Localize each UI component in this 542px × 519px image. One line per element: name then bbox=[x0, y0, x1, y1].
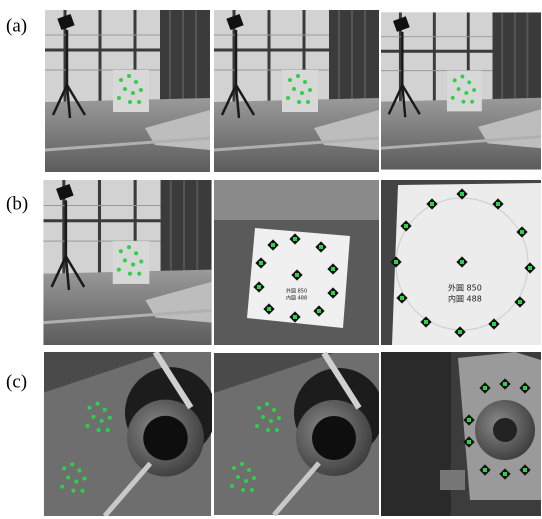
board-text: 内圆 488 bbox=[448, 294, 482, 304]
figure: (a) (b) (c) 外圆 850 内圆 488 外圆 850 内圆 488 bbox=[0, 0, 542, 519]
photo bbox=[381, 12, 541, 169]
board-text: 外圆 850 bbox=[286, 288, 307, 295]
photo bbox=[44, 352, 216, 516]
row-label: (c) bbox=[6, 371, 27, 392]
row-label: (b) bbox=[6, 193, 28, 214]
photo: 外圆 850 内圆 488 bbox=[381, 180, 541, 345]
photo bbox=[43, 180, 211, 345]
photo bbox=[214, 353, 384, 515]
row-label: (a) bbox=[6, 15, 27, 36]
board-text: 内圆 488 bbox=[286, 295, 307, 302]
photo bbox=[214, 10, 379, 172]
photo bbox=[45, 10, 210, 172]
board-text: 外圆 850 bbox=[448, 283, 482, 293]
photo bbox=[381, 352, 541, 516]
photo: 外圆 850 内圆 488 bbox=[214, 180, 379, 345]
